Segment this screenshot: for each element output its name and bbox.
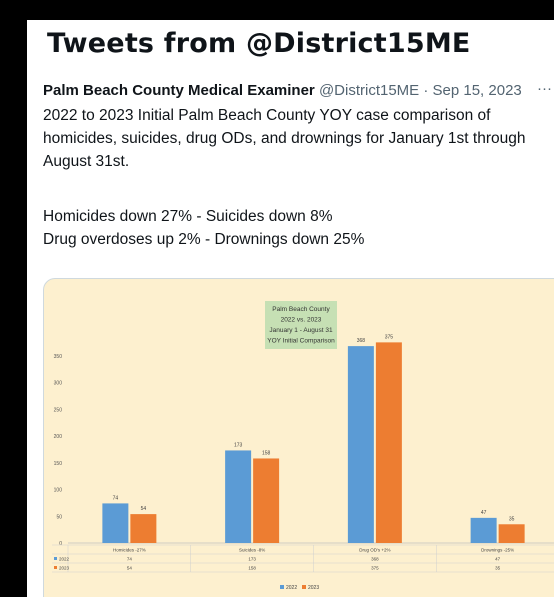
y-tick-label: 200 — [54, 434, 63, 440]
category-label: Drownings -25% — [481, 548, 514, 553]
tweet-header: Palm Beach County Medical Examiner @Dist… — [43, 82, 522, 99]
table-series-name: 2023 — [59, 566, 70, 571]
bar-2022 — [347, 346, 374, 543]
data-label: 375 — [385, 334, 394, 340]
handle-and-date[interactable]: @District15ME · Sep 15, 2023 — [318, 82, 522, 99]
bar-2023 — [375, 342, 402, 543]
more-horizontal-icon[interactable]: ··· — [537, 80, 552, 97]
y-tick-label: 50 — [56, 514, 62, 520]
tweet-text-line: 2022 to 2023 Initial Palm Beach County Y… — [43, 107, 491, 124]
table-series-name: 2022 — [59, 557, 70, 562]
tweet-media-chart[interactable]: Palm Beach County 2022 vs. 2023 January 1 … — [43, 278, 554, 597]
y-tick-label: 250 — [54, 407, 63, 413]
data-label: 35 — [509, 516, 515, 522]
y-tick-label: 0 — [59, 541, 62, 547]
table-value: 74 — [127, 557, 133, 562]
bar-2023 — [498, 524, 525, 543]
data-label: 158 — [262, 450, 271, 456]
category-label: Drug OD's +2% — [359, 548, 390, 553]
table-value: 158 — [248, 566, 256, 571]
legend-swatch — [302, 585, 306, 589]
table-value: 35 — [495, 566, 501, 571]
chart-title-box — [265, 301, 337, 349]
legend-label: 2023 — [308, 585, 319, 591]
chart-title-line: YOY Initial Comparison — [267, 338, 335, 345]
table-value: 375 — [371, 566, 379, 571]
chart-title-line: January 1 - August 31 — [269, 327, 333, 334]
table-value: 368 — [371, 557, 379, 562]
bar-2022 — [470, 517, 497, 543]
data-label: 47 — [481, 510, 487, 516]
table-value: 47 — [495, 557, 501, 562]
tweets-panel: Tweets from @District15ME Palm Beach Cou… — [27, 20, 554, 597]
table-value: 173 — [248, 557, 256, 562]
legend-label: 2022 — [286, 585, 297, 591]
y-tick-label: 350 — [54, 354, 63, 360]
data-label: 368 — [357, 338, 366, 344]
y-tick-label: 150 — [54, 461, 63, 467]
bar-2022 — [102, 503, 129, 543]
tweet-text-line: homicides, suicides, drug ODs, and drown… — [43, 130, 526, 147]
y-tick-label: 300 — [54, 381, 63, 387]
category-label: Homicides -27% — [113, 548, 146, 553]
tweet-text-line: Homicides down 27% - Suicides down 8% — [43, 208, 333, 225]
tweet-text-line: August 31st. — [43, 153, 130, 170]
chart-title-line: 2022 vs. 2023 — [281, 317, 322, 324]
data-label: 54 — [141, 506, 147, 512]
table-value: 54 — [127, 566, 133, 571]
data-label: 173 — [234, 442, 243, 448]
table-legend-swatch — [54, 566, 57, 569]
author-name[interactable]: Palm Beach County Medical Examiner — [43, 82, 315, 99]
table-legend-swatch — [54, 557, 57, 560]
legend-swatch — [280, 585, 284, 589]
category-label: Suicides -8% — [239, 548, 265, 553]
bar-2022 — [225, 450, 252, 543]
data-label: 74 — [113, 495, 119, 501]
tweet-text-line: Drug overdoses up 2% - Drownings down 25… — [43, 231, 365, 248]
chart-title-line: Palm Beach County — [272, 306, 330, 313]
page-title: Tweets from @District15ME — [47, 28, 471, 59]
bar-2023 — [253, 458, 280, 543]
y-tick-label: 100 — [54, 488, 63, 494]
bar-chart: Palm Beach County 2022 vs. 2023 January 1 … — [52, 301, 554, 591]
bar-2023 — [130, 514, 157, 543]
